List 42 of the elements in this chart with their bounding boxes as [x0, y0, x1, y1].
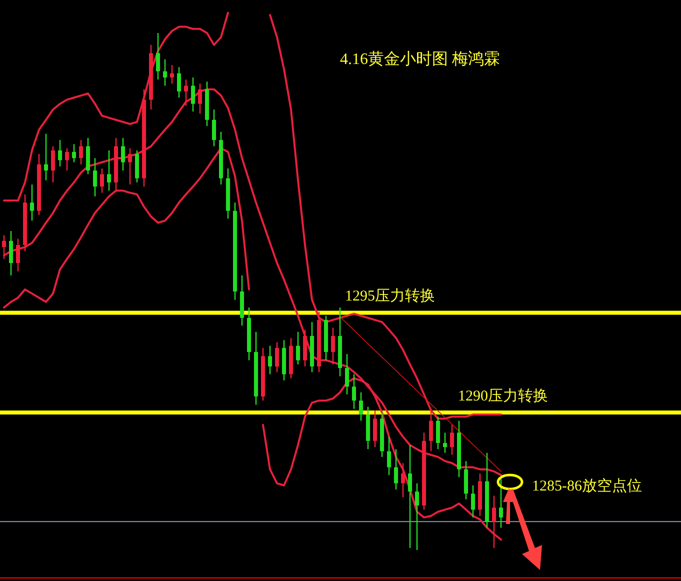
- candlestick: [100, 168, 104, 194]
- candlestick: [177, 66, 181, 98]
- candlestick: [191, 76, 195, 112]
- candlestick: [44, 133, 48, 181]
- candlestick: [436, 416, 440, 450]
- candlestick: [72, 144, 76, 163]
- candlestick: [359, 392, 363, 422]
- candlestick: [121, 137, 125, 172]
- candlestick: [275, 342, 279, 373]
- ref-line-label: 1295压力转换: [345, 288, 435, 305]
- candlestick: [387, 436, 391, 476]
- candlestick: [65, 148, 69, 172]
- text: 1285-86放空点位: [532, 477, 642, 494]
- candlestick: [212, 108, 216, 147]
- candlestick: [401, 462, 405, 498]
- candlestick: [443, 432, 447, 454]
- ref-line-label: 1290压力转换: [458, 387, 548, 404]
- candlestick: [93, 158, 97, 197]
- candlestick: [415, 482, 419, 551]
- candlestick: [394, 448, 398, 490]
- candlestick: [128, 148, 132, 186]
- candlestick: [408, 444, 412, 549]
- candlestick: [331, 327, 335, 365]
- candlestick: [58, 139, 62, 167]
- candlestick: [296, 331, 300, 365]
- candlestick: [30, 184, 34, 222]
- text: 4.16黄金小时图 梅鸿霖: [340, 50, 500, 68]
- candlestick: [345, 353, 349, 395]
- candlestick: [107, 150, 111, 192]
- candlestick: [51, 146, 55, 184]
- candlestick: [471, 484, 475, 518]
- candlestick: [9, 230, 13, 276]
- candlestick: [170, 64, 174, 84]
- candlestick: [499, 478, 503, 528]
- candlestick: [373, 410, 377, 448]
- candlestick: [156, 32, 160, 80]
- candlestick: [450, 424, 454, 456]
- candlestick: [352, 374, 356, 410]
- candlestick: [16, 238, 20, 272]
- candlestick: [163, 58, 167, 86]
- candlestick: [79, 139, 83, 165]
- candlestick: [268, 345, 272, 375]
